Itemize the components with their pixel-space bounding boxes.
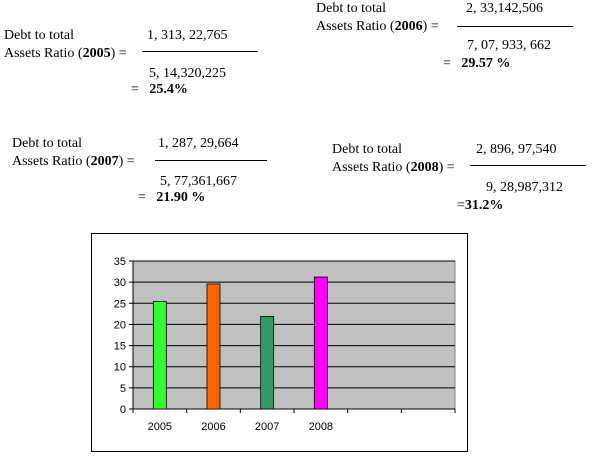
x-tick-label: 2008 [309, 421, 333, 433]
ratio-label-line1: Debt to total [316, 1, 386, 16]
ratio-formula-2007: Debt to total Assets Ratio (2007) = 1, 2… [12, 135, 282, 210]
bar-2007 [260, 315, 275, 410]
y-tick-label: 5 [120, 383, 126, 395]
ratio-result-2006: = 29.57 % [443, 56, 511, 71]
ratio-denominator: 5, 77,361,667 [160, 174, 237, 189]
x-tick-label: 2007 [255, 421, 279, 433]
bar-chart-svg: 0 5 10 15 20 25 30 35 2005 2006 2007 2008 [114, 256, 456, 433]
ratio-result-value: 21.90 % [156, 190, 206, 205]
ratio-denominator: 5, 14,320,225 [149, 66, 226, 81]
x-tick-label: 2005 [148, 421, 172, 433]
ratio-result-value: 25.4% [149, 82, 188, 97]
ratio-label-line2: Assets Ratio (2008) = [332, 160, 455, 175]
bar-2008 [313, 276, 328, 410]
ratio-numerator: 2, 33,142,506 [466, 1, 543, 16]
ratio-result-2007: = 21.90 % [138, 190, 206, 205]
y-tick-label: 20 [114, 319, 126, 331]
ratio-year: 2005 [82, 46, 111, 61]
bar-2006 [206, 283, 221, 410]
bar-chart: 0 5 10 15 20 25 30 35 2005 2006 2007 2008 [91, 233, 468, 452]
ratio-label-line2: Assets Ratio (2006) = [316, 19, 439, 34]
ratio-formula-2006: Debt to total Assets Ratio (2006) = 2, 3… [316, 0, 596, 75]
ratio-denominator: 9, 28,987,312 [486, 180, 563, 195]
ratio-label-line1: Debt to total [4, 28, 74, 43]
ratio-numerator: 1, 287, 29,664 [158, 136, 239, 151]
ratio-result-value: 31.2% [464, 198, 504, 213]
ratio-numerator: 2, 896, 97,540 [476, 142, 557, 157]
y-tick-label: 35 [114, 256, 126, 268]
fraction-bar [142, 51, 258, 52]
y-tick-label: 30 [114, 277, 126, 289]
ratio-year: 2006 [394, 19, 423, 34]
ratio-denominator: 7, 07, 933, 662 [467, 38, 551, 53]
ratio-numerator: 1, 313, 22,765 [147, 28, 228, 43]
ratio-result-2008: =31.2% [457, 198, 504, 213]
y-tick-label: 15 [114, 341, 126, 353]
bar-2005 [152, 301, 167, 410]
ratio-label-line1: Debt to total [12, 136, 82, 151]
ratio-formula-2008: Debt to total Assets Ratio (2008) = 2, 8… [332, 141, 596, 216]
fraction-bar [457, 26, 573, 27]
plot-area [132, 260, 456, 410]
fraction-bar [155, 160, 267, 161]
ratio-year: 2008 [410, 160, 439, 175]
y-tick-label: 25 [114, 298, 126, 310]
y-tick-label: 10 [114, 362, 126, 374]
ratio-label-line1: Debt to total [332, 142, 402, 157]
ratio-result-value: 29.57 % [461, 56, 511, 71]
ratio-label-line2: Assets Ratio (2005) = [4, 46, 127, 61]
ratio-result-2005: = 25.4% [131, 82, 188, 97]
ratio-year: 2007 [90, 154, 119, 169]
ratio-formula-2005: Debt to total Assets Ratio (2005) = 1, 3… [4, 27, 264, 102]
fraction-bar [470, 165, 586, 166]
x-tick-label: 2006 [201, 421, 225, 433]
y-tick-label: 0 [120, 404, 126, 416]
ratio-label-line2: Assets Ratio (2007) = [12, 154, 135, 169]
